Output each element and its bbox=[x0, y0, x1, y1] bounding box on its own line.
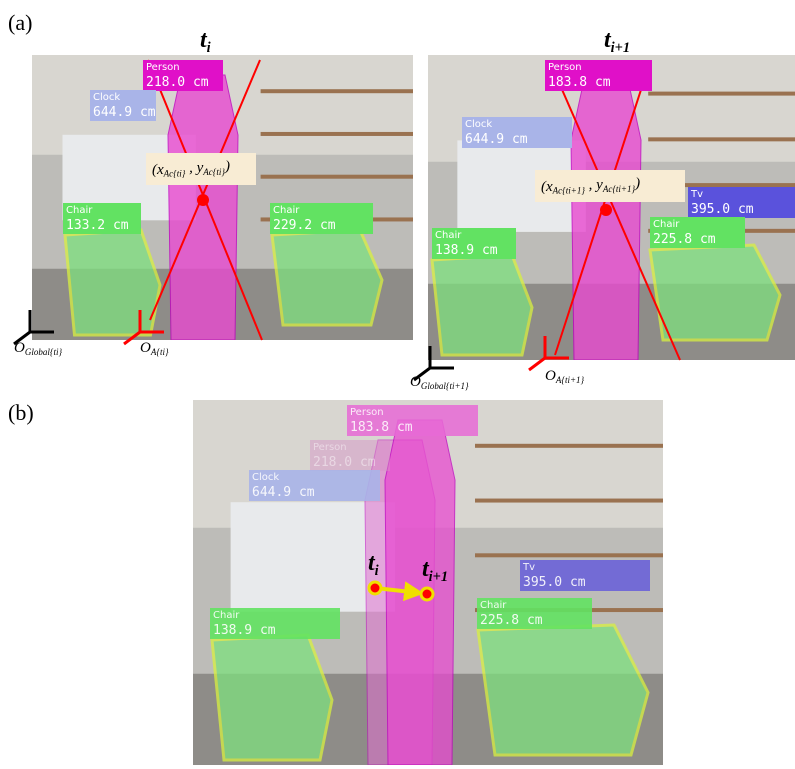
shelf bbox=[648, 92, 795, 96]
class-label: Tv bbox=[522, 562, 535, 573]
trajectory-point bbox=[421, 588, 433, 600]
main-text: O bbox=[14, 340, 25, 356]
subscript: i+1 bbox=[429, 569, 448, 585]
chair-mask bbox=[478, 625, 648, 755]
class-label: Person bbox=[350, 407, 384, 418]
shelf bbox=[261, 175, 413, 179]
panel-label: (a) bbox=[8, 10, 32, 35]
distance-label: 138.9 cm bbox=[213, 623, 276, 638]
figure: (a) (b) ti Person 218.0 cm Clock 644.9 cm Cha… bbox=[0, 0, 795, 769]
class-label: Person bbox=[313, 442, 347, 453]
formula-text: ) bbox=[224, 158, 230, 174]
class-label: Chair bbox=[66, 205, 93, 216]
formula-text: (x bbox=[152, 162, 164, 178]
class-label: Person bbox=[146, 62, 180, 73]
trajectory-point bbox=[369, 582, 381, 594]
subscript: A{ti} bbox=[150, 347, 169, 357]
global-origin: OGlobal{ti+1} bbox=[410, 374, 469, 391]
distance-label: 225.8 cm bbox=[480, 613, 543, 628]
class-label: Chair bbox=[213, 610, 240, 621]
distance-label: 395.0 cm bbox=[691, 202, 754, 217]
class-label: Chair bbox=[273, 205, 300, 216]
distance-label: 138.9 cm bbox=[435, 243, 498, 258]
distance-label: 183.8 cm bbox=[548, 75, 611, 90]
class-label: Clock bbox=[93, 92, 120, 103]
distance-label: 229.2 cm bbox=[273, 218, 336, 233]
main-text: O bbox=[140, 340, 151, 356]
formula-text: (x bbox=[541, 179, 553, 195]
class-label: Chair bbox=[653, 219, 680, 230]
anchor-dot bbox=[197, 194, 209, 206]
subscript: Global{ti} bbox=[25, 347, 63, 357]
formula-sub: Ac{ti+1} bbox=[602, 184, 636, 194]
class-label: Clock bbox=[465, 119, 492, 130]
formula-sub: Ac{ti} bbox=[163, 169, 186, 179]
subscript: i+1 bbox=[611, 40, 630, 56]
frame-title: ti bbox=[200, 27, 211, 56]
formula-text: ) bbox=[634, 175, 640, 191]
shelf bbox=[648, 137, 795, 141]
subscript: Global{ti+1} bbox=[421, 381, 469, 391]
formula-text: , y bbox=[185, 160, 203, 176]
shelf bbox=[475, 444, 663, 448]
distance-label: 133.2 cm bbox=[66, 218, 129, 233]
class-label: Chair bbox=[480, 600, 507, 611]
local-origin: OA{ti} bbox=[140, 340, 169, 357]
formula-text: , y bbox=[585, 177, 603, 193]
person-mask bbox=[168, 75, 238, 340]
subscript: A{ti+1} bbox=[555, 375, 585, 385]
formula-sub: Ac{ti} bbox=[202, 167, 225, 177]
distance-label: 218.0 cm bbox=[313, 455, 376, 470]
anchor-dot bbox=[600, 204, 612, 216]
subscript: i bbox=[207, 40, 211, 56]
distance-label: 395.0 cm bbox=[523, 575, 586, 590]
panel-label: (b) bbox=[8, 400, 34, 425]
chair-mask bbox=[432, 255, 532, 355]
class-label: Tv bbox=[690, 189, 703, 200]
chair-mask bbox=[272, 230, 382, 325]
distance-label: 183.8 cm bbox=[350, 420, 413, 435]
class-label: Clock bbox=[252, 472, 279, 483]
chair-mask bbox=[65, 230, 160, 335]
chair-mask bbox=[212, 635, 332, 760]
subscript: i bbox=[375, 563, 379, 579]
shelf bbox=[475, 553, 663, 557]
main-text: O bbox=[410, 374, 421, 390]
class-label: Chair bbox=[435, 230, 462, 241]
formula-sub: Ac{ti+1} bbox=[552, 186, 586, 196]
distance-label: 644.9 cm bbox=[93, 105, 156, 120]
distance-label: 218.0 cm bbox=[146, 75, 209, 90]
shelf bbox=[261, 89, 413, 93]
main-text: O bbox=[545, 368, 556, 384]
distance-label: 644.9 cm bbox=[465, 132, 528, 147]
shelf bbox=[261, 132, 413, 136]
chair-mask bbox=[650, 245, 780, 340]
distance-label: 644.9 cm bbox=[252, 485, 315, 500]
distance-label: 225.8 cm bbox=[653, 232, 716, 247]
local-origin: OA{ti+1} bbox=[545, 368, 585, 385]
photo bbox=[32, 55, 413, 340]
global-origin: OGlobal{ti} bbox=[14, 340, 62, 357]
frame-title: ti+1 bbox=[604, 27, 630, 56]
class-label: Person bbox=[548, 62, 582, 73]
shelf bbox=[475, 499, 663, 503]
